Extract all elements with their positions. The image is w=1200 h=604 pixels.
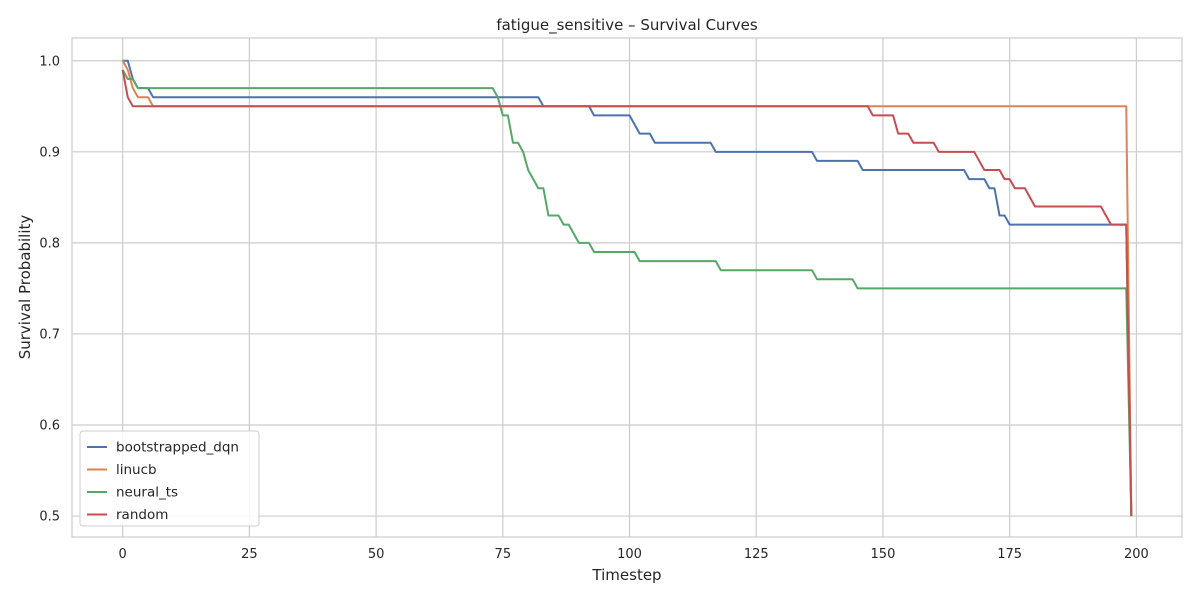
- series-line-linucb: [121, 60, 1133, 517]
- legend-label: neural_ts: [116, 485, 178, 501]
- x-tick-label: 125: [744, 547, 769, 562]
- series-line-random: [121, 69, 1133, 517]
- y-tick-label: 0.9: [39, 145, 60, 160]
- series-lines: [121, 59, 1133, 517]
- y-tick-label: 0.6: [39, 418, 60, 433]
- legend-box: [79, 430, 260, 527]
- grid: [72, 38, 1182, 537]
- x-tick-label: 0: [119, 547, 127, 562]
- y-tick-label: 1.0: [39, 54, 60, 69]
- x-tick-label: 75: [495, 547, 512, 562]
- chart-title: fatigue_sensitive – Survival Curves: [496, 16, 757, 35]
- x-tick-label: 150: [871, 547, 896, 562]
- x-tick-label: 50: [368, 547, 385, 562]
- legend-label: linucb: [116, 462, 157, 478]
- legend-label: random: [116, 507, 168, 523]
- x-axis-label: Timestep: [591, 566, 661, 584]
- x-tick-label: 100: [617, 547, 642, 562]
- y-tick-label: 0.5: [39, 510, 60, 525]
- x-tick-label: 175: [997, 547, 1022, 562]
- plot-area-frame: [71, 37, 1183, 538]
- legend-label: bootstrapped_dqn: [116, 440, 239, 456]
- x-tick-label: 200: [1124, 547, 1149, 562]
- y-tick-label: 0.8: [39, 236, 60, 251]
- series-line-bootstrapped-dqn: [122, 59, 1133, 517]
- y-axis-label: Survival Probability: [16, 215, 34, 360]
- series-line-neural-ts: [121, 69, 1133, 517]
- x-tick-label: 25: [241, 547, 258, 562]
- y-tick-label: 0.7: [39, 327, 60, 342]
- tick-labels: 0 25 50 75 100 125 150 175 200 0.5 0.6 0.7 0.8 0.9 1.0: [39, 54, 1148, 562]
